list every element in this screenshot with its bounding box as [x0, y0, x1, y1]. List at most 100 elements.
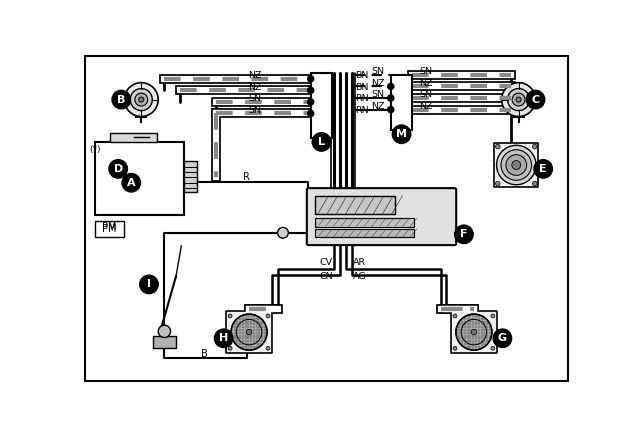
Text: NZ: NZ [248, 71, 261, 80]
Circle shape [308, 110, 314, 117]
Text: A: A [127, 178, 136, 188]
Bar [390, 75, 412, 130]
Circle shape [266, 346, 270, 350]
Circle shape [534, 160, 552, 178]
Circle shape [139, 97, 144, 102]
FancyBboxPatch shape [307, 188, 456, 245]
Text: F: F [460, 229, 468, 239]
Text: NZ: NZ [419, 79, 433, 88]
Circle shape [392, 125, 411, 143]
Text: B: B [117, 95, 125, 105]
Text: (*): (*) [89, 145, 101, 154]
Text: L: L [318, 137, 325, 147]
Circle shape [308, 76, 314, 82]
Bar [95, 221, 124, 237]
Bar [95, 142, 183, 215]
Circle shape [122, 174, 141, 192]
Text: SN: SN [248, 94, 261, 103]
Text: AR: AR [354, 258, 366, 267]
Bar [120, 143, 165, 187]
Bar [183, 161, 197, 192]
Bar [494, 143, 538, 187]
Text: RN: RN [355, 106, 369, 115]
Bar [315, 218, 414, 227]
Text: E: E [540, 164, 547, 174]
Circle shape [127, 150, 158, 180]
Circle shape [471, 329, 476, 335]
Text: I: I [147, 280, 151, 289]
Circle shape [388, 107, 394, 113]
Circle shape [453, 346, 457, 350]
Text: SN: SN [420, 90, 433, 99]
Text: NZ: NZ [419, 102, 433, 111]
Circle shape [109, 160, 127, 178]
Circle shape [131, 89, 152, 111]
Text: AG: AG [353, 272, 367, 281]
Text: SN: SN [248, 106, 261, 115]
Text: PM: PM [103, 224, 117, 234]
Circle shape [135, 93, 148, 106]
Bar [110, 133, 157, 142]
Circle shape [497, 145, 536, 185]
Circle shape [496, 181, 500, 186]
Text: RN: RN [355, 94, 369, 103]
Bar [153, 336, 176, 348]
Text: SN: SN [420, 67, 433, 76]
Text: NZ: NZ [371, 79, 384, 88]
Circle shape [516, 97, 521, 102]
Text: PM: PM [103, 222, 117, 232]
Text: NZ: NZ [248, 83, 261, 92]
Circle shape [512, 93, 525, 106]
Circle shape [388, 83, 394, 89]
Circle shape [123, 145, 162, 185]
Circle shape [533, 144, 537, 149]
Text: H: H [219, 333, 228, 343]
Text: C: C [531, 95, 540, 105]
Text: CN: CN [319, 272, 333, 281]
Bar [315, 229, 414, 238]
Circle shape [112, 90, 131, 109]
Circle shape [501, 150, 531, 180]
Circle shape [453, 314, 457, 318]
Bar [451, 311, 497, 353]
Circle shape [247, 329, 252, 335]
Text: SN: SN [371, 90, 384, 99]
Circle shape [159, 144, 164, 149]
Circle shape [456, 314, 492, 350]
Text: R: R [243, 172, 250, 181]
Circle shape [506, 155, 527, 175]
Circle shape [215, 329, 233, 347]
Circle shape [228, 314, 232, 318]
Circle shape [228, 346, 232, 350]
Circle shape [231, 314, 267, 350]
Circle shape [493, 329, 512, 347]
Circle shape [455, 225, 473, 244]
Circle shape [122, 181, 127, 186]
Circle shape [308, 87, 314, 93]
Circle shape [508, 89, 529, 111]
Circle shape [308, 99, 314, 105]
Text: BN: BN [355, 83, 369, 92]
Circle shape [388, 95, 394, 101]
Text: CV: CV [320, 258, 333, 267]
Circle shape [124, 83, 158, 117]
Circle shape [132, 155, 153, 175]
Circle shape [138, 161, 147, 169]
Text: SN: SN [371, 67, 384, 76]
Circle shape [140, 275, 158, 294]
Circle shape [122, 144, 127, 149]
Text: G: G [498, 333, 507, 343]
Circle shape [278, 227, 289, 238]
Circle shape [526, 90, 545, 109]
Bar [226, 311, 272, 353]
Circle shape [158, 325, 171, 337]
Text: M: M [396, 129, 407, 139]
Circle shape [159, 181, 164, 186]
Bar [315, 196, 395, 214]
Text: NZ: NZ [371, 102, 384, 111]
Circle shape [491, 314, 495, 318]
Bar [311, 73, 333, 138]
Text: BN: BN [355, 71, 369, 80]
Circle shape [266, 314, 270, 318]
Circle shape [491, 346, 495, 350]
